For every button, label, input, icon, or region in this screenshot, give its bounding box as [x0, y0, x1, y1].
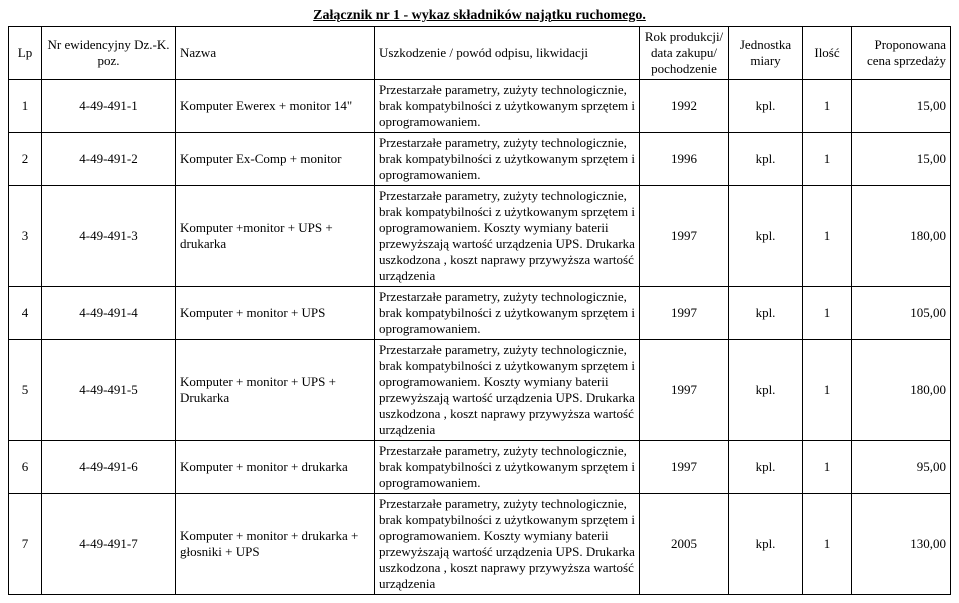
cell-qty: 1 [803, 186, 852, 287]
cell-name: Komputer Ex-Comp + monitor [176, 133, 375, 186]
table-row: 34-49-491-3Komputer +monitor + UPS + dru… [9, 186, 951, 287]
cell-unit: kpl. [729, 494, 803, 595]
cell-year: 1997 [640, 441, 729, 494]
header-row: Lp Nr ewidencyjny Dz.-K. poz. Nazwa Uszk… [9, 27, 951, 80]
col-qty: Ilość [803, 27, 852, 80]
cell-unit: kpl. [729, 133, 803, 186]
col-lp: Lp [9, 27, 42, 80]
cell-price: 180,00 [852, 186, 951, 287]
cell-unit: kpl. [729, 287, 803, 340]
cell-unit: kpl. [729, 80, 803, 133]
cell-lp: 3 [9, 186, 42, 287]
cell-desc: Przestarzałe parametry, zużyty technolog… [375, 287, 640, 340]
cell-price: 105,00 [852, 287, 951, 340]
cell-qty: 1 [803, 287, 852, 340]
cell-unit: kpl. [729, 186, 803, 287]
cell-qty: 1 [803, 80, 852, 133]
cell-lp: 6 [9, 441, 42, 494]
cell-year: 1992 [640, 80, 729, 133]
cell-price: 15,00 [852, 133, 951, 186]
cell-qty: 1 [803, 494, 852, 595]
cell-year: 1997 [640, 186, 729, 287]
cell-nr: 4-49-491-2 [42, 133, 176, 186]
cell-lp: 1 [9, 80, 42, 133]
col-price: Proponowana cena sprzedaży [852, 27, 951, 80]
cell-lp: 2 [9, 133, 42, 186]
col-nr: Nr ewidencyjny Dz.-K. poz. [42, 27, 176, 80]
cell-qty: 1 [803, 133, 852, 186]
cell-lp: 5 [9, 340, 42, 441]
col-desc: Uszkodzenie / powód odpisu, likwidacji [375, 27, 640, 80]
cell-name: Komputer +monitor + UPS + drukarka [176, 186, 375, 287]
cell-nr: 4-49-491-5 [42, 340, 176, 441]
cell-unit: kpl. [729, 441, 803, 494]
table-row: 64-49-491-6Komputer + monitor + drukarka… [9, 441, 951, 494]
cell-desc: Przestarzałe parametry, zużyty technolog… [375, 340, 640, 441]
table-row: 74-49-491-7Komputer + monitor + drukarka… [9, 494, 951, 595]
cell-qty: 1 [803, 441, 852, 494]
cell-desc: Przestarzałe parametry, zużyty technolog… [375, 80, 640, 133]
cell-price: 130,00 [852, 494, 951, 595]
cell-name: Komputer + monitor + drukarka + głosniki… [176, 494, 375, 595]
table-row: 44-49-491-4Komputer + monitor + UPSPrzes… [9, 287, 951, 340]
col-unit: Jednostka miary [729, 27, 803, 80]
cell-nr: 4-49-491-1 [42, 80, 176, 133]
cell-year: 1996 [640, 133, 729, 186]
cell-nr: 4-49-491-7 [42, 494, 176, 595]
cell-name: Komputer + monitor + drukarka [176, 441, 375, 494]
cell-year: 2005 [640, 494, 729, 595]
cell-desc: Przestarzałe parametry, zużyty technolog… [375, 133, 640, 186]
col-year: Rok produkcji/ data zakupu/ pochodzenie [640, 27, 729, 80]
cell-desc: Przestarzałe parametry, zużyty technolog… [375, 494, 640, 595]
cell-lp: 7 [9, 494, 42, 595]
cell-unit: kpl. [729, 340, 803, 441]
table-row: 14-49-491-1Komputer Ewerex + monitor 14"… [9, 80, 951, 133]
cell-price: 180,00 [852, 340, 951, 441]
cell-name: Komputer + monitor + UPS [176, 287, 375, 340]
cell-year: 1997 [640, 287, 729, 340]
cell-name: Komputer + monitor + UPS + Drukarka [176, 340, 375, 441]
cell-name: Komputer Ewerex + monitor 14" [176, 80, 375, 133]
document-title: Załącznik nr 1 - wykaz składników najątk… [8, 8, 951, 24]
cell-year: 1997 [640, 340, 729, 441]
cell-nr: 4-49-491-4 [42, 287, 176, 340]
col-name: Nazwa [176, 27, 375, 80]
cell-qty: 1 [803, 340, 852, 441]
table-row: 24-49-491-2Komputer Ex-Comp + monitorPrz… [9, 133, 951, 186]
cell-nr: 4-49-491-3 [42, 186, 176, 287]
cell-nr: 4-49-491-6 [42, 441, 176, 494]
inventory-table: Lp Nr ewidencyjny Dz.-K. poz. Nazwa Uszk… [8, 26, 951, 595]
cell-desc: Przestarzałe parametry, zużyty technolog… [375, 441, 640, 494]
cell-lp: 4 [9, 287, 42, 340]
cell-price: 95,00 [852, 441, 951, 494]
cell-price: 15,00 [852, 80, 951, 133]
cell-desc: Przestarzałe parametry, zużyty technolog… [375, 186, 640, 287]
table-row: 54-49-491-5Komputer + monitor + UPS + Dr… [9, 340, 951, 441]
